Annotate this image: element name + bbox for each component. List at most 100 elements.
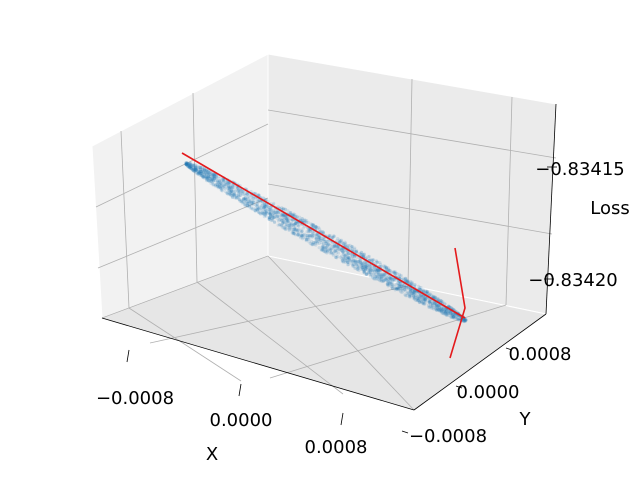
y-tick-label: 0.0008: [509, 344, 572, 365]
scatter-point: [283, 227, 287, 231]
scatter-point: [362, 261, 366, 266]
scatter-point: [209, 177, 213, 181]
scatter-point: [416, 298, 420, 302]
scatter-point: [296, 233, 300, 237]
scatter-point: [314, 236, 318, 240]
scatter-point: [310, 233, 314, 237]
scatter-point: [255, 202, 259, 207]
scatter-point: [345, 256, 349, 260]
scatter-point: [296, 224, 300, 228]
scatter-point: [263, 212, 267, 216]
scatter-point: [191, 166, 195, 170]
scatter-point: [257, 207, 261, 211]
scatter-point: [212, 177, 216, 181]
scatter-point: [361, 268, 365, 272]
scatter-point: [217, 182, 222, 187]
scatter-point: [392, 277, 396, 282]
scatter-point: [336, 245, 340, 249]
scatter-point: [333, 244, 337, 249]
scatter-point: [324, 239, 328, 243]
scatter-point: [211, 172, 216, 176]
scatter-point: [406, 279, 410, 283]
scatter-point: [389, 277, 393, 281]
scatter-point: [285, 215, 289, 219]
scatter-point: [184, 162, 188, 166]
scatter-point: [390, 279, 395, 283]
scatter-point: [442, 310, 447, 315]
scatter-point: [193, 169, 197, 174]
scatter-point: [456, 317, 460, 321]
scatter-point: [313, 233, 318, 237]
scatter-point: [324, 241, 328, 245]
scatter-point: [346, 257, 350, 261]
scatter-point: [204, 175, 208, 179]
scatter-point: [408, 288, 412, 292]
scatter-point: [276, 214, 280, 218]
scatter-point: [289, 225, 294, 229]
scatter-point: [361, 254, 365, 258]
scatter-point: [206, 170, 210, 174]
scatter-point: [231, 184, 235, 188]
scatter-point: [373, 267, 378, 271]
scatter-point: [283, 207, 288, 212]
scatter-point: [311, 241, 315, 245]
scatter-point: [271, 213, 275, 217]
scatter-point: [341, 250, 345, 254]
scatter-point: [327, 247, 331, 251]
scatter-point: [330, 245, 334, 249]
scatter-point: [285, 219, 289, 223]
scatter-point: [293, 232, 297, 236]
scatter-point: [378, 275, 383, 279]
scatter-point: [375, 269, 379, 273]
scatter-point: [303, 232, 307, 236]
scatter-point: [268, 208, 272, 212]
scatter-point: [207, 179, 211, 183]
scatter-point: [276, 205, 280, 209]
scatter-point: [394, 286, 398, 291]
scatter-point: [417, 300, 421, 304]
scatter-point: [368, 264, 372, 268]
scatter-point: [433, 301, 437, 305]
scatter-point: [296, 228, 300, 232]
scatter-point: [304, 233, 308, 238]
scatter-point: [443, 302, 447, 306]
scatter-point: [272, 220, 277, 224]
grid-line: [95, 123, 269, 208]
scatter-point: [328, 243, 332, 248]
scatter-point: [383, 271, 387, 276]
scatter-point: [387, 283, 391, 287]
scatter-point: [413, 283, 417, 287]
scatter-point: [189, 167, 194, 171]
scatter-point: [442, 309, 446, 313]
scatter-point: [286, 219, 290, 224]
scatter-point: [265, 204, 270, 208]
scatter-point: [211, 174, 215, 178]
grid-line: [267, 255, 415, 411]
scatter-point: [213, 178, 217, 183]
scatter-point: [251, 197, 255, 201]
scatter-point: [226, 192, 230, 196]
scatter-point: [375, 277, 379, 281]
scatter-point: [370, 266, 374, 270]
scatter-point: [448, 311, 453, 315]
scatter-point: [226, 183, 231, 187]
scatter-point: [194, 165, 198, 169]
scatter-point: [246, 202, 250, 206]
scatter-point: [223, 182, 227, 186]
scatter-point: [188, 167, 193, 171]
scatter-point: [244, 198, 249, 202]
scatter-point: [402, 287, 407, 291]
scatter-point: [304, 237, 308, 241]
scatter-point: [395, 287, 399, 291]
scatter-point: [232, 192, 237, 196]
scatter-point: [390, 270, 394, 274]
scatter-point: [323, 243, 327, 247]
scatter-point: [288, 225, 292, 229]
scatter-point: [378, 275, 382, 280]
scatter-point: [356, 260, 360, 264]
scatter-point: [226, 181, 231, 185]
scatter-point: [405, 280, 409, 284]
scatter-point: [365, 265, 369, 270]
scatter-point: [452, 313, 456, 317]
scatter-point: [343, 254, 347, 258]
